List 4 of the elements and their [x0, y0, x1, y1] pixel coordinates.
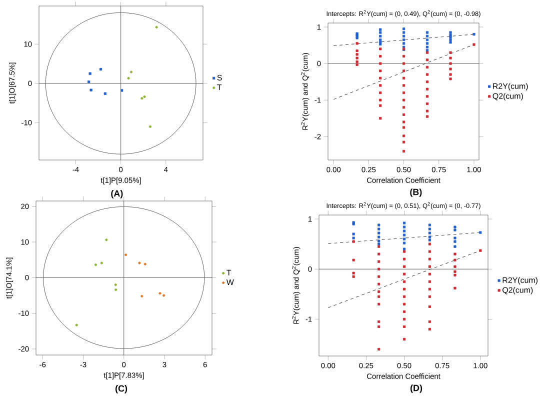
text: (C)	[116, 385, 128, 394]
text: (A)	[111, 190, 123, 198]
text: (B)	[410, 188, 422, 197]
text: (D)	[410, 384, 422, 393]
